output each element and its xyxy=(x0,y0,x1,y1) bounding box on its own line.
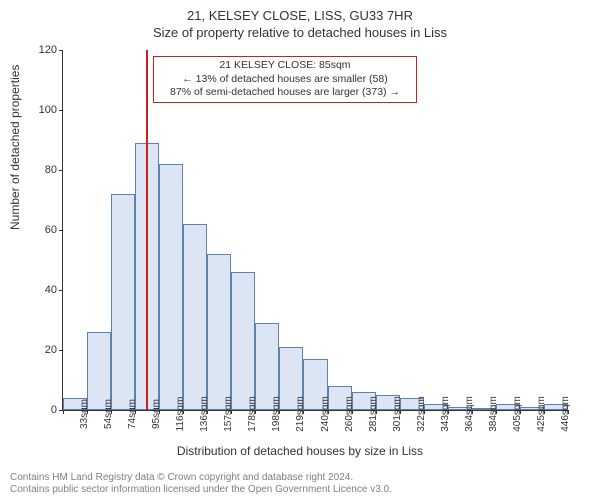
x-tick-label: 364sqm xyxy=(464,396,475,432)
footer-line2: Contains public sector information licen… xyxy=(10,484,392,496)
x-tick-mark xyxy=(303,410,304,414)
x-tick-mark xyxy=(207,410,208,414)
histogram-bar xyxy=(111,194,135,410)
y-tick-mark xyxy=(59,110,63,111)
annotation-line3: 87% of semi-detached houses are larger (… xyxy=(160,86,410,100)
chart-title-main: 21, KELSEY CLOSE, LISS, GU33 7HR xyxy=(0,0,600,23)
y-tick-mark xyxy=(59,50,63,51)
y-tick-mark xyxy=(59,230,63,231)
x-tick-label: 446sqm xyxy=(560,396,571,432)
x-tick-mark xyxy=(111,410,112,414)
y-tick-mark xyxy=(59,170,63,171)
x-tick-mark xyxy=(472,410,473,414)
x-tick-label: 322sqm xyxy=(416,396,427,432)
y-axis-label: Number of detached properties xyxy=(8,65,22,230)
histogram-bar xyxy=(183,224,207,410)
x-tick-mark xyxy=(400,410,401,414)
y-tick-mark xyxy=(59,350,63,351)
x-tick-mark xyxy=(352,410,353,414)
x-tick-label: 405sqm xyxy=(512,396,523,432)
x-tick-mark xyxy=(159,410,160,414)
x-tick-mark xyxy=(376,410,377,414)
x-tick-label: 384sqm xyxy=(488,396,499,432)
x-tick-mark xyxy=(279,410,280,414)
x-tick-label: 343sqm xyxy=(440,396,451,432)
x-tick-mark xyxy=(328,410,329,414)
x-tick-mark xyxy=(544,410,545,414)
x-tick-mark xyxy=(520,410,521,414)
x-tick-mark xyxy=(255,410,256,414)
x-tick-mark xyxy=(424,410,425,414)
footer-line1: Contains HM Land Registry data © Crown c… xyxy=(10,472,392,484)
footer-attribution: Contains HM Land Registry data © Crown c… xyxy=(10,472,392,496)
x-tick-mark xyxy=(87,410,88,414)
x-tick-mark xyxy=(231,410,232,414)
chart-title-sub: Size of property relative to detached ho… xyxy=(0,23,600,40)
annotation-line2: ← 13% of detached houses are smaller (58… xyxy=(160,73,410,87)
histogram-bar xyxy=(159,164,183,410)
histogram-bar xyxy=(231,272,255,410)
histogram-bar xyxy=(207,254,231,410)
x-tick-mark xyxy=(568,410,569,414)
annotation-line1: 21 KELSEY CLOSE: 85sqm xyxy=(160,59,410,73)
x-tick-mark xyxy=(496,410,497,414)
x-tick-mark xyxy=(183,410,184,414)
x-tick-mark xyxy=(448,410,449,414)
x-axis-label: Distribution of detached houses by size … xyxy=(0,444,600,458)
reference-marker-line xyxy=(146,50,148,410)
annotation-box: 21 KELSEY CLOSE: 85sqm ← 13% of detached… xyxy=(153,56,417,103)
x-tick-mark xyxy=(63,410,64,414)
plot-area: 21 KELSEY CLOSE: 85sqm ← 13% of detached… xyxy=(62,50,568,411)
y-tick-mark xyxy=(59,290,63,291)
x-tick-label: 425sqm xyxy=(536,396,547,432)
x-tick-mark xyxy=(135,410,136,414)
